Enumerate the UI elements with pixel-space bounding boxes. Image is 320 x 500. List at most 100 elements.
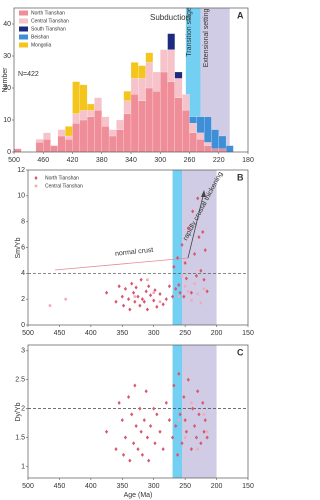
point [123, 435, 128, 440]
point [202, 277, 206, 282]
bar-segment [174, 78, 183, 98]
x-tick-label: 350 [116, 483, 128, 490]
bar-segment [145, 87, 154, 153]
arrow [54, 257, 189, 271]
point [139, 429, 143, 434]
x-tick-label: 420 [67, 157, 79, 164]
point [140, 452, 144, 457]
bar-segment [174, 97, 183, 153]
point [202, 287, 206, 291]
point [144, 289, 148, 294]
point [192, 423, 197, 428]
x-tick-label: 260 [184, 157, 196, 164]
point [180, 441, 184, 446]
point [205, 289, 209, 294]
point [164, 400, 168, 405]
band [182, 345, 217, 478]
point [199, 441, 203, 446]
legend-label: Central Tianshan [45, 183, 83, 189]
bar-segment [189, 132, 197, 153]
legend-label: North Tianshan [45, 175, 79, 181]
point [182, 294, 186, 299]
point [123, 286, 128, 291]
bar-segment [65, 139, 73, 153]
point [145, 435, 150, 440]
point [190, 299, 193, 302]
band [172, 170, 182, 325]
point [158, 429, 162, 434]
legend-marker [34, 176, 38, 180]
point [199, 268, 203, 273]
bar-segment [138, 100, 146, 153]
point [191, 209, 195, 214]
bar-segment [196, 132, 205, 140]
point [152, 298, 156, 303]
x-tick-label: 300 [154, 157, 166, 164]
bar-segment [108, 129, 117, 137]
point [142, 299, 146, 304]
point [172, 264, 176, 269]
x-tick-label: 500 [8, 157, 20, 164]
point [183, 261, 187, 265]
band [182, 170, 217, 325]
bar-segment [182, 110, 190, 153]
point [182, 395, 186, 400]
bar-segment [152, 91, 161, 153]
annotation: normal crust [115, 247, 154, 258]
y-tick-label: 12 [17, 167, 25, 174]
point [177, 371, 181, 376]
bar-segment [65, 135, 73, 140]
bar-segment [167, 33, 175, 50]
x-tick-label: 300 [148, 330, 160, 337]
point [201, 400, 205, 405]
y-axis-label: Dy/Yb [15, 402, 22, 421]
x-tick-label: 350 [116, 330, 128, 337]
point [148, 293, 153, 298]
x-tick-label: 340 [125, 157, 137, 164]
bar-segment [72, 113, 80, 124]
y-tick-label: 2 [21, 296, 25, 303]
point [64, 297, 68, 301]
bar-segment [101, 126, 110, 153]
point [205, 435, 209, 440]
point [189, 290, 194, 295]
annotation: N=422 [18, 71, 39, 78]
legend-label: North Tianshan [31, 10, 65, 16]
legend-label: Beishan [31, 34, 49, 40]
panel-label: A [237, 10, 244, 20]
point [140, 297, 144, 302]
x-tick-label: 220 [213, 157, 225, 164]
point [142, 418, 146, 423]
point [136, 447, 140, 452]
point [167, 284, 172, 289]
x-tick-label: 200 [211, 483, 223, 490]
bar-segment [130, 78, 139, 95]
point [172, 383, 176, 388]
bar-segment [160, 71, 168, 153]
point [138, 303, 142, 308]
point [196, 292, 200, 296]
point [201, 230, 205, 234]
point [48, 304, 52, 307]
plot-frame [27, 169, 249, 326]
y-tick-label: 4 [21, 270, 25, 277]
bar-segment [204, 145, 212, 153]
point [199, 301, 203, 305]
point [176, 255, 180, 260]
x-tick-label: 450 [54, 330, 66, 337]
point [114, 447, 118, 452]
annotation: Extensional setting [203, 9, 210, 68]
point [193, 282, 196, 285]
point [183, 418, 187, 423]
point [196, 389, 200, 394]
point [177, 295, 181, 298]
point [177, 418, 181, 422]
bar-segment [152, 71, 161, 92]
x-tick-label: 450 [54, 483, 66, 490]
point [184, 276, 188, 281]
y-tick-label: 10 [3, 117, 11, 124]
bar-segment [138, 78, 146, 101]
band [172, 345, 182, 478]
bar-segment [174, 71, 183, 79]
point [161, 447, 165, 452]
